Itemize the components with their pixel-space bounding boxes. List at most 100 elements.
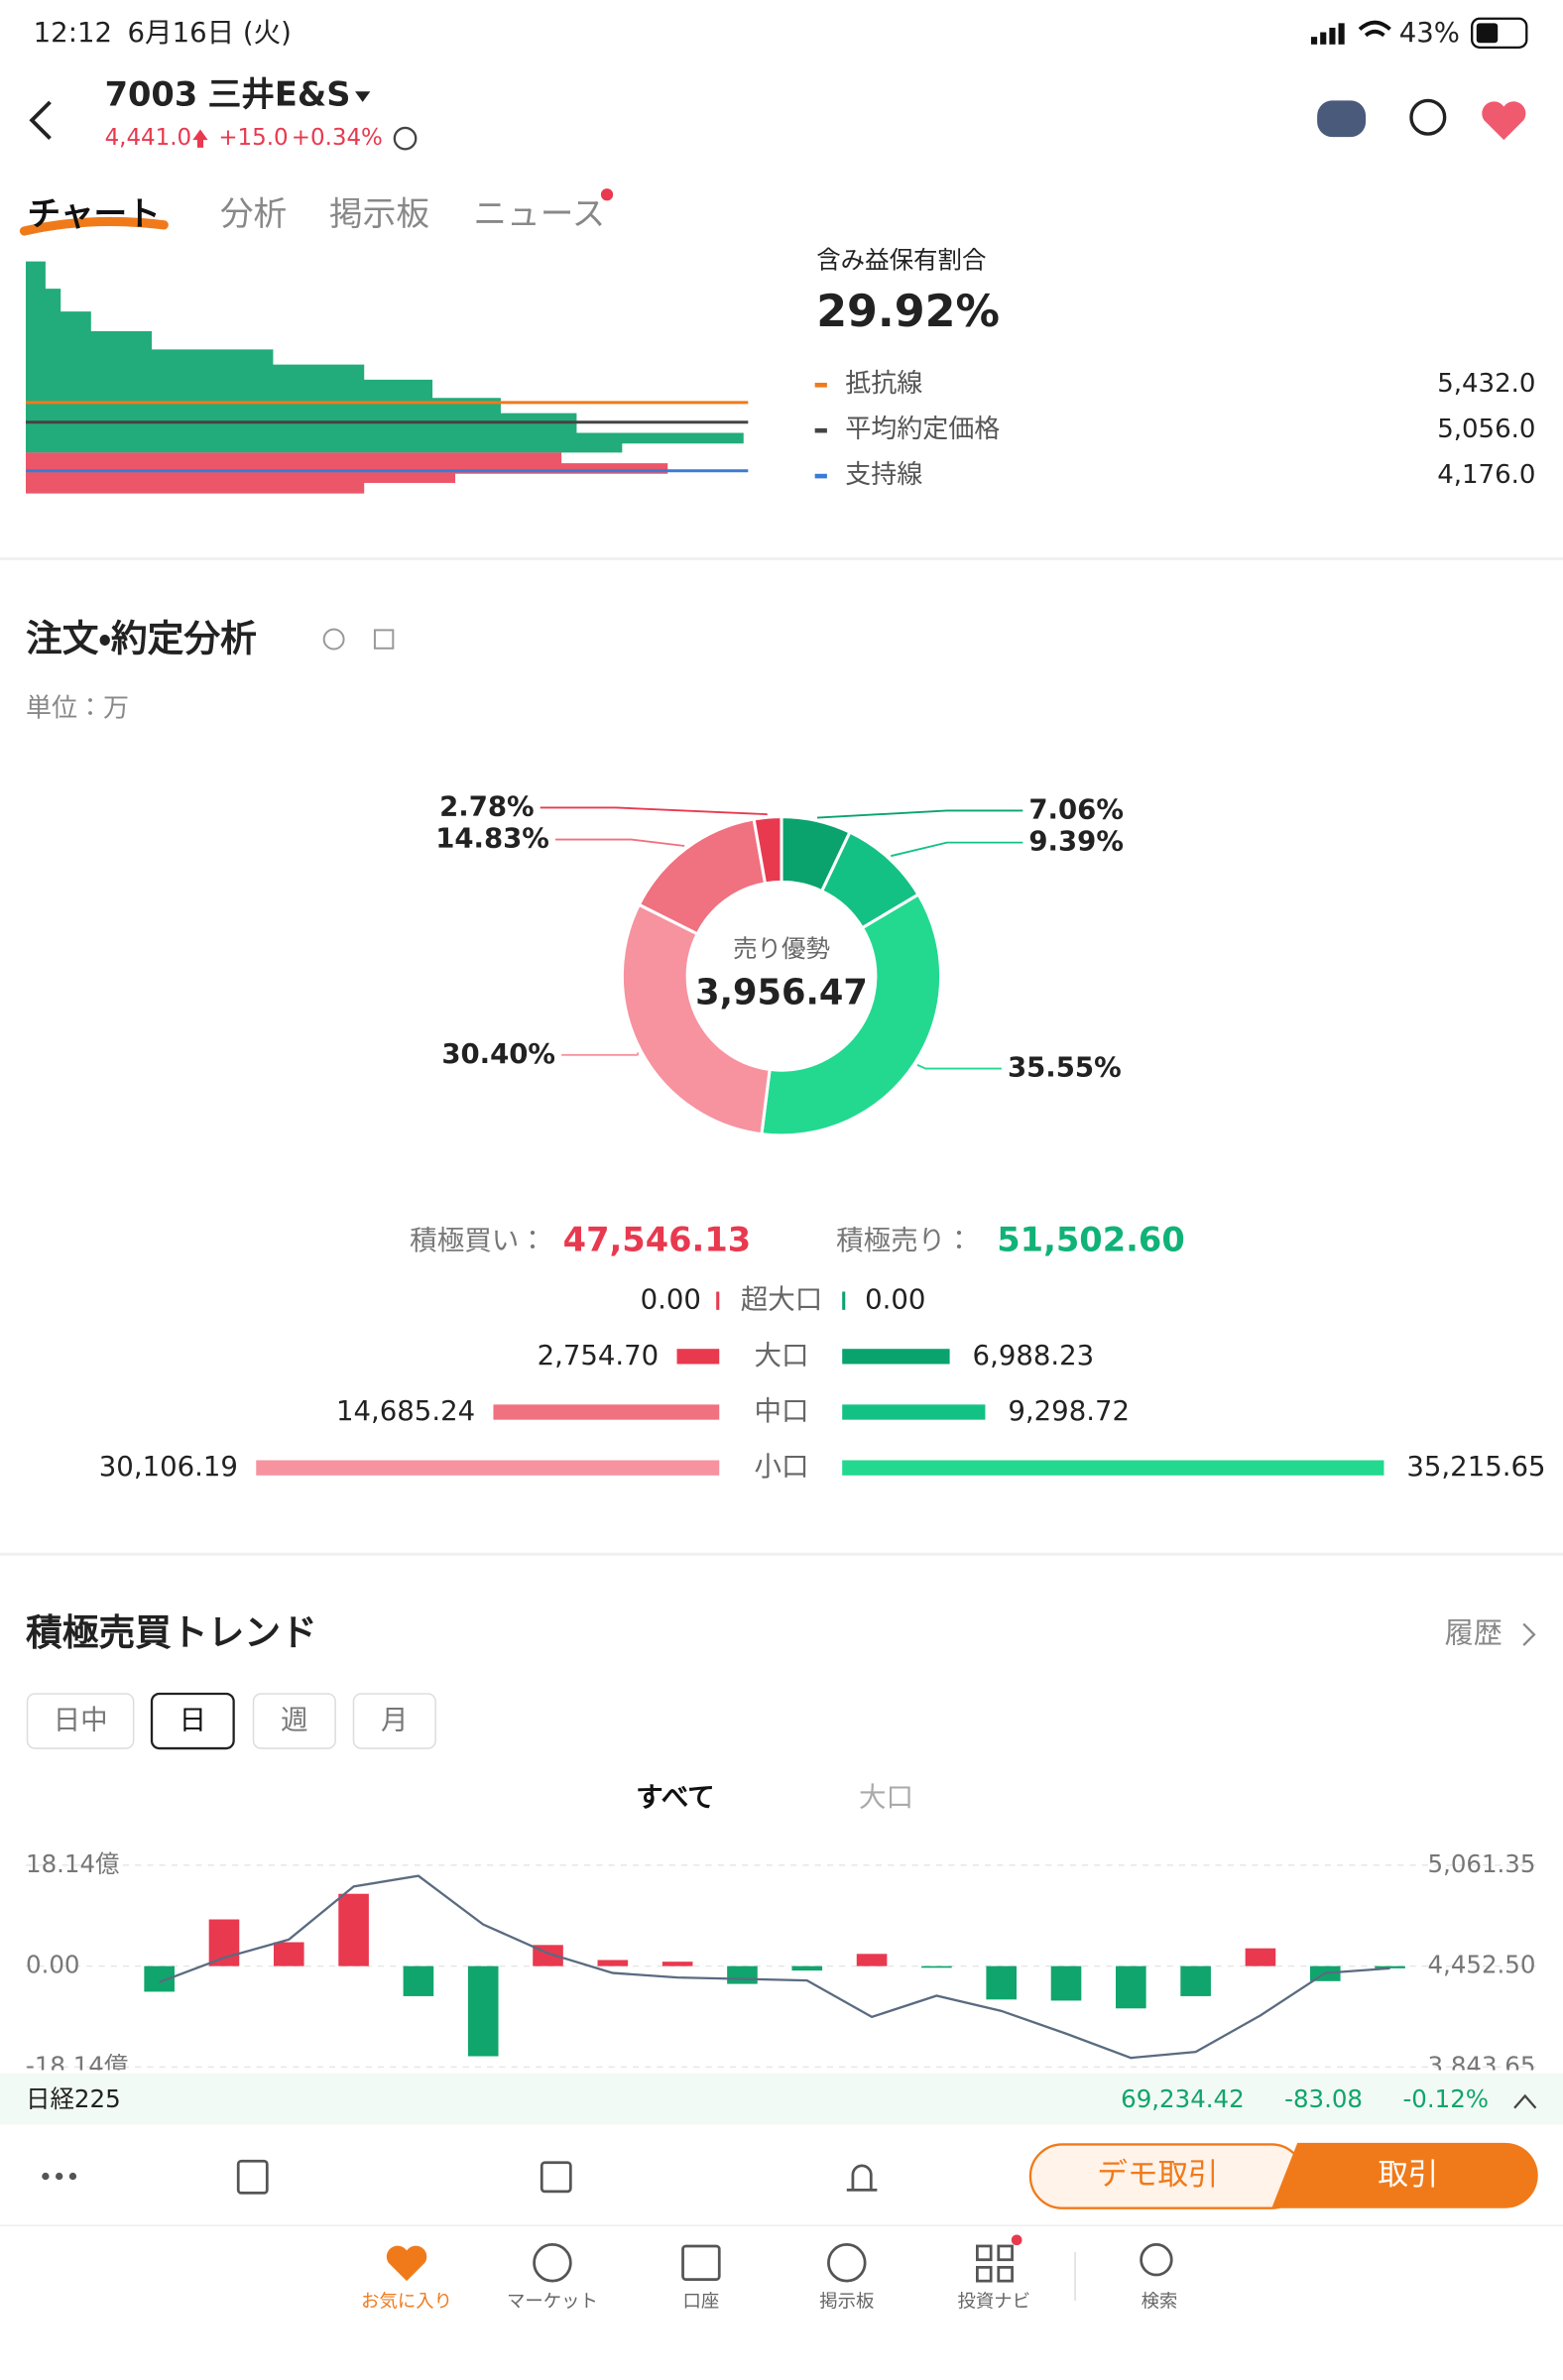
section-title: 積極売買トレンド <box>26 1611 317 1654</box>
divider <box>1074 2252 1076 2302</box>
nav-label[interactable]: 口座 <box>683 2292 720 2313</box>
side-total: 47,546.13 <box>563 1221 752 1259</box>
trade-button[interactable] <box>1271 2142 1538 2208</box>
trend-bar <box>986 1965 1018 2000</box>
slice-label: 35.55% <box>1008 1052 1122 1084</box>
y2-tick-label: 5,061.35 <box>1427 1849 1535 1878</box>
sell-bar <box>842 1460 1384 1476</box>
nav-label[interactable]: マーケット <box>507 2292 598 2313</box>
period-button[interactable] <box>26 1693 135 1749</box>
section-title: 注文・約定分析 <box>26 618 257 660</box>
leader-line <box>891 841 1023 858</box>
slice-label: 14.83% <box>435 823 549 855</box>
search-icon[interactable] <box>1409 98 1447 136</box>
y-tick-label: 18.14億 <box>26 1849 120 1878</box>
filter-tab[interactable]: すべて <box>636 1782 715 1814</box>
ratio-label: 含み益保有割合 <box>816 246 986 275</box>
nav-icon <box>386 2245 427 2282</box>
sell-value: 0.00 <box>865 1284 925 1316</box>
ticker-name: 日経225 <box>26 2084 121 2113</box>
clock-icon <box>393 126 418 151</box>
nav-label[interactable]: 投資ナビ <box>957 2292 1029 2313</box>
legend-dash <box>814 382 827 388</box>
sell-value: 6,988.23 <box>973 1340 1095 1371</box>
badge-dot <box>1011 2234 1022 2246</box>
tab[interactable]: 掲示板 <box>329 194 429 233</box>
buy-bar <box>676 1349 720 1365</box>
buy-value: 0.00 <box>641 1284 701 1316</box>
leader-line <box>540 806 768 816</box>
legend-dash <box>814 427 827 433</box>
trade-label[interactable]: 取引 <box>1378 2158 1438 2193</box>
toolbar-icons <box>42 2159 878 2195</box>
nav-label[interactable]: 検索 <box>1142 2292 1178 2313</box>
sell-value: 35,215.65 <box>1406 1451 1545 1483</box>
legend-name: 平均約定価格 <box>845 415 1000 444</box>
change: +15.0 <box>218 125 288 151</box>
price: 4,441.0 <box>105 125 192 151</box>
slice-label: 9.39% <box>1028 826 1124 858</box>
trend-bar <box>1375 1965 1405 1968</box>
period-label[interactable]: 日中 <box>54 1705 108 1736</box>
tab[interactable]: チャート <box>28 194 161 233</box>
ticker-price: 69,234.42 <box>1121 2084 1245 2113</box>
y2-tick-label: 4,452.50 <box>1427 1951 1535 1979</box>
time: 12:12 <box>34 17 112 49</box>
trend-bar <box>727 1965 758 1984</box>
buy-value: 30,106.19 <box>99 1451 238 1483</box>
tab[interactable]: ニュース <box>473 194 605 233</box>
y-tick-label: 0.00 <box>26 1951 79 1979</box>
nav-icon <box>976 2244 1014 2283</box>
separator <box>0 556 1563 561</box>
sell-bar <box>842 1349 950 1365</box>
size-category: 小口 <box>754 1451 808 1483</box>
filter-tab[interactable]: 大口 <box>859 1782 913 1814</box>
nav-icon <box>681 2244 721 2281</box>
stock-code: 7003 <box>105 74 198 113</box>
demo-label[interactable]: デモ取引 <box>1097 2158 1218 2193</box>
slice-label: 7.06% <box>1028 793 1124 825</box>
battery-level <box>1476 23 1499 44</box>
period-button[interactable] <box>150 1692 235 1750</box>
buy-bar <box>493 1404 720 1420</box>
signal-icon <box>1311 23 1345 45</box>
center-value: 3,956.47 <box>695 973 868 1013</box>
dropdown-icon[interactable] <box>355 91 371 102</box>
period-label[interactable]: 月 <box>381 1705 409 1736</box>
ticker-change-pct: -0.12% <box>1402 2084 1489 2113</box>
trend-bar <box>1050 1965 1082 2001</box>
leader-line <box>816 809 1023 819</box>
expand-icon[interactable] <box>1513 2093 1537 2109</box>
info-icon[interactable] <box>322 628 345 651</box>
zero-tick <box>842 1291 846 1310</box>
robot-icon[interactable] <box>1317 100 1367 138</box>
back-button[interactable] <box>29 100 52 140</box>
legend-dash <box>814 473 827 479</box>
nav-label[interactable]: お気に入り <box>361 2292 452 2313</box>
trend-bar <box>661 1962 693 1966</box>
period-button[interactable] <box>352 1693 436 1749</box>
leader-line <box>555 838 685 847</box>
trend-bar <box>467 1965 499 2057</box>
share-icon[interactable] <box>373 629 395 650</box>
period-button[interactable] <box>252 1693 336 1749</box>
legend-value: 5,056.0 <box>1437 415 1535 444</box>
period-label[interactable]: 週 <box>281 1705 308 1736</box>
separator <box>0 2224 1563 2227</box>
legend-value: 5,432.0 <box>1437 369 1535 399</box>
up-arrow <box>192 129 208 148</box>
nav-icon <box>533 2243 572 2283</box>
history-link[interactable]: 履歴 <box>1445 1615 1503 1649</box>
side-total: 51,502.60 <box>997 1221 1185 1259</box>
legend-name: 支持線 <box>845 460 922 490</box>
tab[interactable]: 分析 <box>220 194 287 233</box>
center-label: 売り優勢 <box>733 934 830 963</box>
trend-bar <box>1116 1965 1146 2009</box>
period-label[interactable]: 日 <box>180 1705 207 1736</box>
nav-label[interactable]: 掲示板 <box>819 2292 874 2313</box>
date: 6月16日 (火) <box>128 17 292 49</box>
favorite-icon[interactable] <box>1482 101 1526 141</box>
stock-name[interactable]: 三井E&S <box>208 74 351 113</box>
